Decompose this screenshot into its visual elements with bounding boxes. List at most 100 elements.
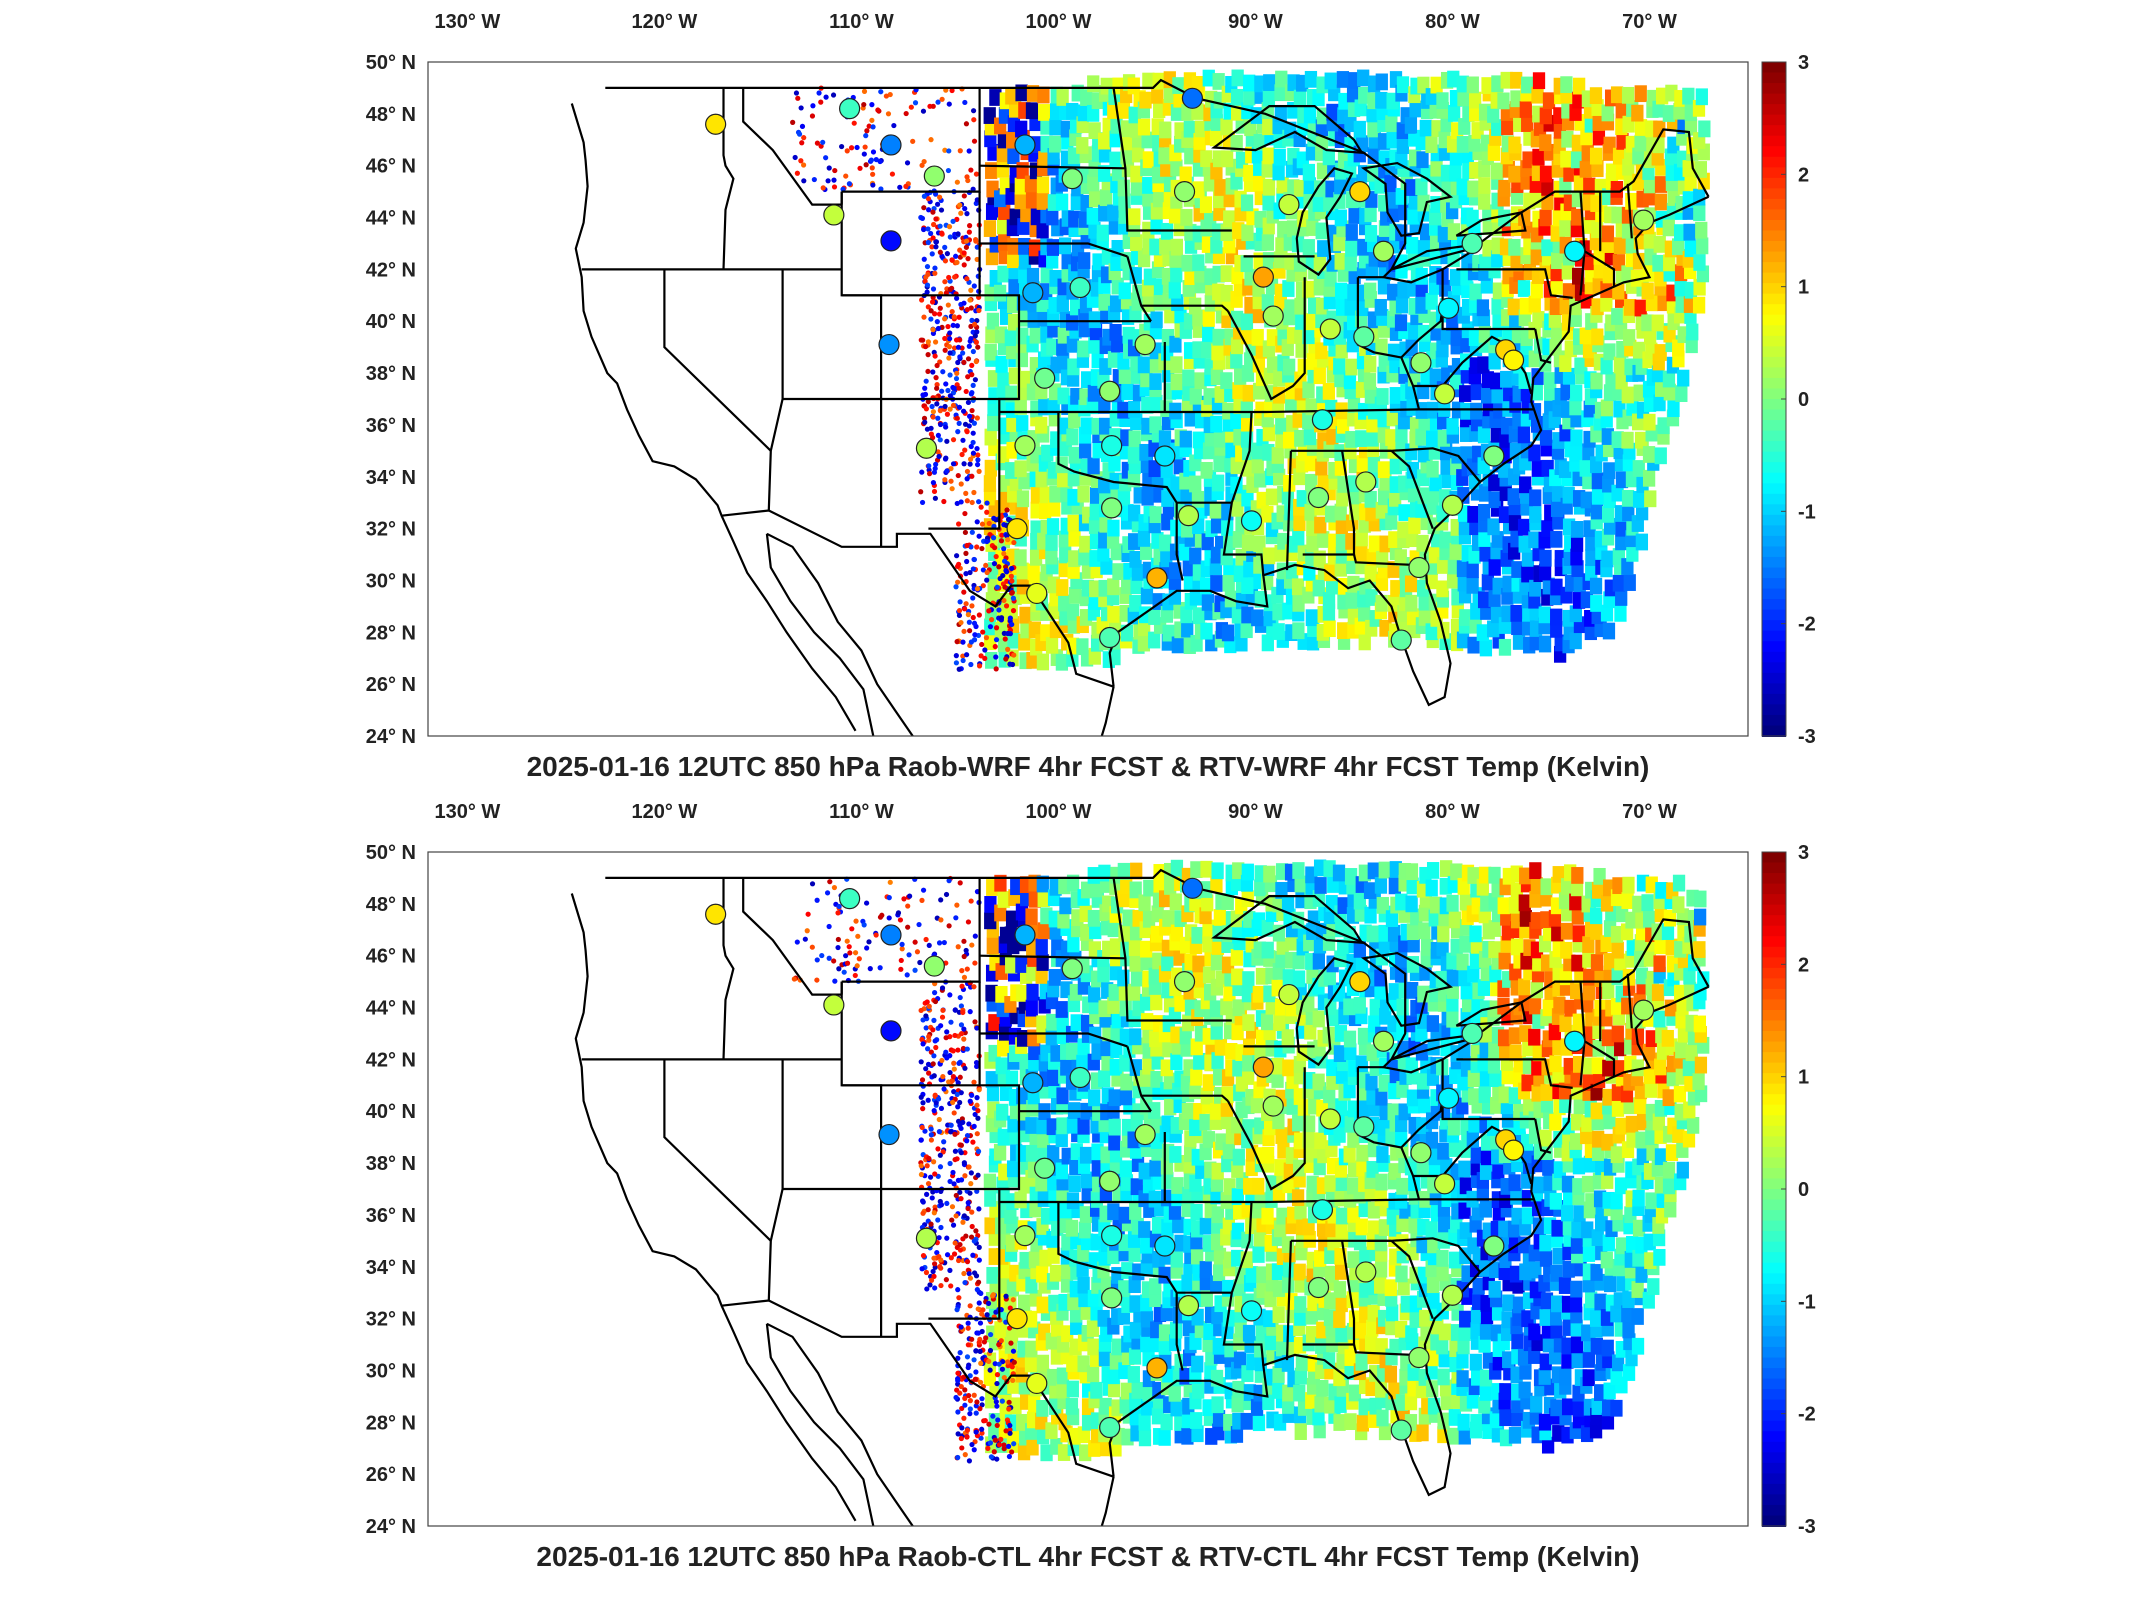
field-cell (1302, 381, 1315, 399)
field-cell (1304, 503, 1317, 521)
raob-station-marker (1355, 471, 1377, 493)
field-cell (1118, 1206, 1131, 1224)
field-cell (994, 1321, 1007, 1339)
field-cell (1140, 1335, 1153, 1353)
field-cell (1336, 489, 1349, 507)
field-cell (1274, 1159, 1287, 1176)
field-cell (1211, 1206, 1225, 1224)
field-speck (983, 635, 990, 641)
field-cell (1611, 206, 1624, 224)
field-cell (1108, 217, 1121, 235)
field-speck (972, 333, 978, 339)
field-cell (1336, 71, 1350, 88)
field-cell (1212, 73, 1225, 90)
raob-station-marker (880, 230, 902, 252)
field-cell (1580, 291, 1594, 309)
field-cell (1143, 879, 1156, 897)
field-cell (1014, 177, 1027, 195)
field-cell (1378, 1423, 1392, 1441)
field-cell (998, 203, 1011, 220)
great-lake-outline (1455, 211, 1527, 237)
field-cell (985, 984, 998, 1002)
field-speck (994, 584, 1000, 590)
field-cell (1306, 633, 1320, 651)
field-cell (1323, 292, 1336, 310)
field-cell (1436, 92, 1449, 110)
field-cell (1128, 939, 1142, 956)
field-cell (1015, 350, 1029, 368)
field-cell (1189, 588, 1203, 606)
field-cell (1046, 1013, 1059, 1031)
field-cell (1364, 355, 1377, 373)
raob-station-marker (1069, 276, 1091, 299)
raob-station-marker (839, 98, 861, 120)
field-speck (912, 100, 919, 106)
field-speck (996, 564, 1002, 570)
field-cell (1416, 534, 1429, 552)
field-cell (1653, 394, 1666, 412)
field-cell (1468, 546, 1481, 564)
field-speck (954, 553, 960, 559)
field-cell (1282, 1384, 1295, 1402)
field-cell (1621, 86, 1635, 104)
field-cell (996, 160, 1010, 178)
field-cell (1128, 208, 1141, 226)
field-speck (932, 339, 939, 345)
field-cell (1541, 178, 1554, 196)
field-cell (1334, 252, 1347, 270)
field-speck (925, 196, 932, 202)
field-cell (1611, 484, 1624, 502)
field-cell (1046, 208, 1059, 226)
field-cell (1334, 1396, 1347, 1413)
field-cell (1644, 327, 1657, 345)
field-speck (954, 370, 960, 376)
field-cell (1294, 429, 1307, 447)
field-cell (1615, 471, 1629, 489)
field-cell (1046, 251, 1059, 269)
field-cell (1118, 1362, 1131, 1380)
field-speck (955, 231, 961, 237)
field-cell (1563, 165, 1576, 182)
field-cell (1643, 413, 1656, 431)
field-cell (995, 355, 1008, 373)
field-speck (937, 194, 943, 200)
field-speck (968, 661, 974, 668)
field-cell (1343, 998, 1356, 1016)
field-speck (949, 87, 955, 94)
field-cell (1294, 1296, 1307, 1313)
field-cell (1108, 1089, 1121, 1107)
field-cell (1225, 1042, 1238, 1060)
field-speck (946, 148, 952, 154)
field-speck (961, 262, 967, 268)
field-cell (1470, 402, 1483, 420)
field-cell (1654, 344, 1667, 361)
field-cell (1014, 192, 1027, 210)
field-speck (948, 465, 954, 472)
field-cell (1067, 1293, 1080, 1311)
field-cell (1150, 394, 1163, 412)
field-cell (1346, 85, 1360, 103)
field-cell (1406, 530, 1419, 548)
raob-station-marker (1099, 626, 1121, 649)
field-cell (1334, 1189, 1347, 1207)
field-cell (1142, 295, 1155, 313)
field-speck (943, 455, 949, 461)
map-figure: 130° W 120° W 110° W 100° W 90° W 80° W 70° W5… (366, 11, 1816, 782)
field-cell (1108, 1133, 1121, 1151)
field-cell (1026, 651, 1039, 669)
field-cell (1138, 1162, 1151, 1180)
field-cell (1358, 604, 1371, 622)
field-cell (1570, 535, 1584, 552)
field-cell (1398, 504, 1411, 521)
field-cell (1232, 1380, 1245, 1398)
field-cell (1314, 180, 1327, 198)
field-cell (1621, 386, 1634, 404)
field-cell (1025, 1276, 1038, 1294)
field-speck (870, 182, 876, 188)
field-speck (928, 230, 934, 237)
field-cell (1129, 550, 1142, 568)
field-cell (1426, 460, 1439, 478)
field-speck (976, 499, 982, 505)
colorbar-segment (1762, 714, 1786, 727)
field-cell (1583, 253, 1596, 271)
